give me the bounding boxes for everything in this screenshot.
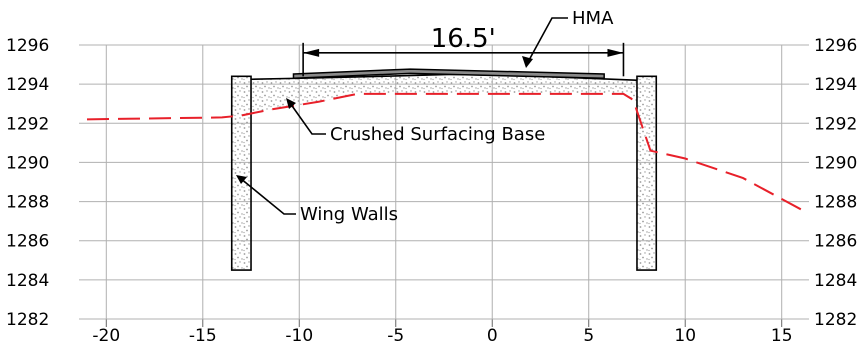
hma-layer <box>292 68 605 80</box>
annotations: 16.5' HMA Crushed Surfacing Base Wing Wa… <box>236 8 614 225</box>
y-tick-label-right: 1290 <box>814 153 857 173</box>
x-tick-label: -5 <box>387 326 404 344</box>
wall-leader <box>239 177 296 215</box>
x-tick-label: 10 <box>674 326 696 344</box>
right-wing-wall <box>636 75 658 271</box>
x-tick-labels: -20 -15 -10 -5 0 5 10 15 <box>92 326 793 346</box>
y-tick-labels-left: 1296 1294 1292 1290 1288 1286 1284 1282 <box>6 36 49 330</box>
y-tick-label-right: 1288 <box>814 193 857 213</box>
x-tick-label: -10 <box>285 326 313 344</box>
x-tick-label: 15 <box>771 326 793 344</box>
hma-leader <box>527 17 568 63</box>
y-tick-label-right: 1282 <box>814 310 857 330</box>
ground-line-series <box>86 92 802 211</box>
y-tick-label-right: 1286 <box>814 232 857 252</box>
y-tick-label-right: 1284 <box>814 271 857 291</box>
x-tick-label: 5 <box>583 326 594 344</box>
base-leader <box>289 102 326 135</box>
base-leader-arrow <box>286 98 296 109</box>
y-tick-labels-right: 1296 1294 1292 1290 1288 1286 1284 1282 <box>814 36 857 330</box>
base-label: Crushed Surfacing Base <box>330 124 545 145</box>
ground-line <box>86 92 802 211</box>
x-tick-label: -15 <box>189 326 217 344</box>
y-tick-label-left: 1284 <box>6 271 49 291</box>
y-tick-label-left: 1286 <box>6 232 49 252</box>
y-tick-label-left: 1290 <box>6 153 49 173</box>
y-tick-label-left: 1294 <box>6 75 49 95</box>
y-tick-label-right: 1296 <box>814 36 857 56</box>
bridge-structure <box>230 42 658 271</box>
hma-leader-arrow <box>522 56 533 68</box>
x-tick-label: 0 <box>487 326 498 344</box>
left-wing-wall <box>230 75 252 271</box>
y-tick-label-left: 1288 <box>6 193 49 213</box>
y-tick-label-left: 1282 <box>6 310 49 330</box>
x-tick-label: -20 <box>92 326 120 344</box>
wing-walls-label: Wing Walls <box>300 204 398 225</box>
dimension-label: 16.5' <box>431 24 496 54</box>
hma-label: HMA <box>572 8 614 29</box>
y-tick-label-right: 1294 <box>814 75 857 95</box>
y-tick-label-right: 1292 <box>814 114 857 134</box>
y-tick-label-left: 1292 <box>6 114 49 134</box>
dimension-arrow-right <box>607 48 624 57</box>
wall-leader-arrow <box>236 175 247 184</box>
y-tick-label-left: 1296 <box>6 36 49 56</box>
dimension-arrow-left <box>303 48 320 57</box>
